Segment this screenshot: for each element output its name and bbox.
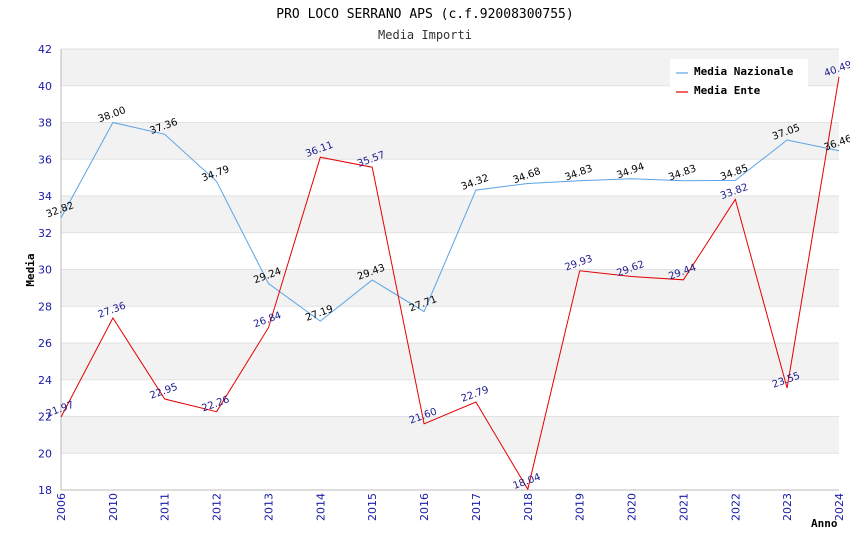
y-tick-label: 20 xyxy=(38,447,52,460)
legend-label-media-nazionale: Media Nazionale xyxy=(694,65,794,78)
series-line-media-nazionale xyxy=(60,121,840,322)
x-tick-label: 2018 xyxy=(522,493,535,521)
y-tick-label: 36 xyxy=(38,153,52,166)
x-tick-label: 2013 xyxy=(262,493,275,521)
y-tick-label: 24 xyxy=(38,374,52,387)
plot-band xyxy=(61,159,839,196)
plot-band xyxy=(61,379,839,417)
plot-band xyxy=(61,122,839,160)
plot-band xyxy=(61,416,839,454)
chart-subtitle: Media Importi xyxy=(378,28,472,42)
plot-bands xyxy=(61,49,839,490)
y-ticks: 18 20 22 24 26 28 30 32 34 36 38 40 42 xyxy=(38,43,52,497)
x-tick-label: 2023 xyxy=(781,493,794,521)
legend-box xyxy=(670,59,808,101)
x-tick-label: 2017 xyxy=(470,493,483,521)
y-tick-label: 28 xyxy=(38,300,52,313)
legend-label-media-ente: Media Ente xyxy=(694,84,761,97)
x-tick-label: 2022 xyxy=(729,493,742,521)
y-tick-label: 40 xyxy=(38,80,52,93)
series-line-media-ente xyxy=(60,76,840,491)
plot-band xyxy=(61,343,839,380)
x-tick-label: 2024 xyxy=(833,493,846,521)
y-axis-label: Media xyxy=(24,253,37,286)
y-tick-label: 42 xyxy=(38,43,52,56)
y-tick-label: 32 xyxy=(38,227,52,240)
plot-band xyxy=(61,196,839,233)
plot-band xyxy=(61,453,839,490)
x-tick-label: 2006 xyxy=(55,493,68,521)
x-tick-label: 2011 xyxy=(159,493,172,521)
x-tick-label: 2010 xyxy=(107,493,120,521)
x-axis-label: Anno xyxy=(811,517,838,530)
x-tick-label: 2019 xyxy=(574,493,587,521)
x-tick-label: 2021 xyxy=(677,493,690,521)
y-tick-label: 30 xyxy=(38,264,52,277)
x-tick-label: 2015 xyxy=(366,493,379,521)
y-tick-label: 38 xyxy=(38,117,52,130)
x-tick-label: 2014 xyxy=(314,493,327,521)
x-tick-label: 2020 xyxy=(626,493,639,521)
x-ticks: 2006 2010 2011 2012 2013 2014 2015 2016 2017 2018… xyxy=(55,493,846,521)
y-tick-label: 18 xyxy=(38,484,52,497)
y-tick-label: 26 xyxy=(38,337,52,350)
series-lines xyxy=(60,76,840,491)
x-tick-label: 2012 xyxy=(211,493,224,521)
y-tick-label: 34 xyxy=(38,190,52,203)
plot-band xyxy=(61,269,839,307)
y-tick-label: 22 xyxy=(38,411,52,424)
chart-title: PRO LOCO SERRANO APS (c.f.92008300755) xyxy=(276,7,573,22)
x-tick-label: 2016 xyxy=(418,493,431,521)
legend: Media Nazionale Media Ente xyxy=(670,59,808,101)
plot-band xyxy=(61,306,839,343)
